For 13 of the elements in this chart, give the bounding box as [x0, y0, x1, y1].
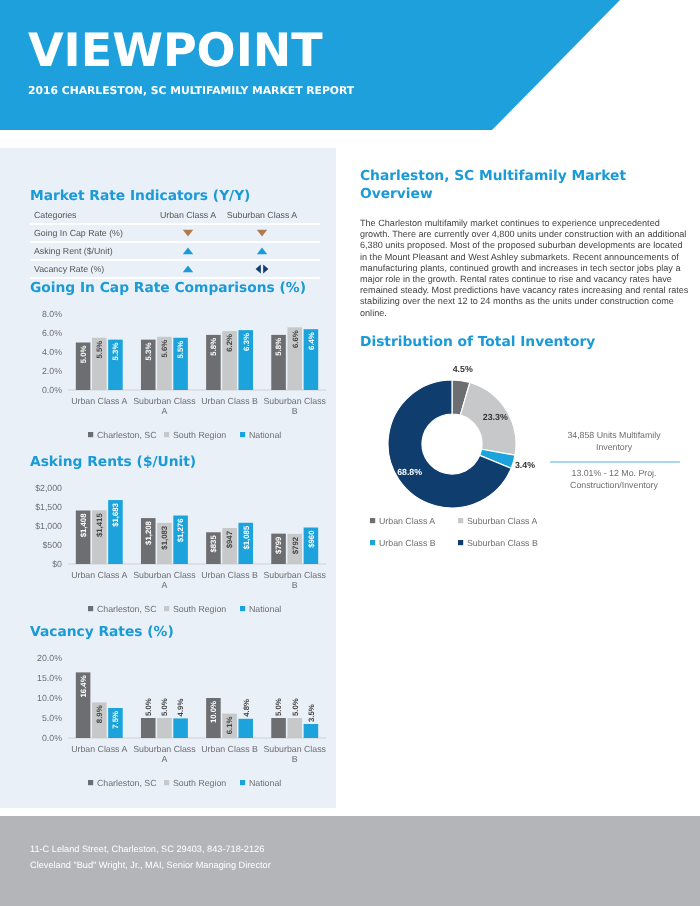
donut-slice	[387, 379, 512, 509]
bar	[173, 337, 188, 390]
text: VIEWPOINT	[28, 26, 324, 78]
bar	[271, 718, 286, 738]
bar	[303, 724, 319, 738]
bar	[271, 334, 286, 390]
bar	[206, 334, 221, 390]
bar	[108, 339, 123, 390]
bar	[140, 718, 156, 738]
bar	[140, 339, 156, 390]
bar	[238, 330, 254, 390]
bar	[173, 718, 188, 738]
bar	[238, 718, 254, 738]
